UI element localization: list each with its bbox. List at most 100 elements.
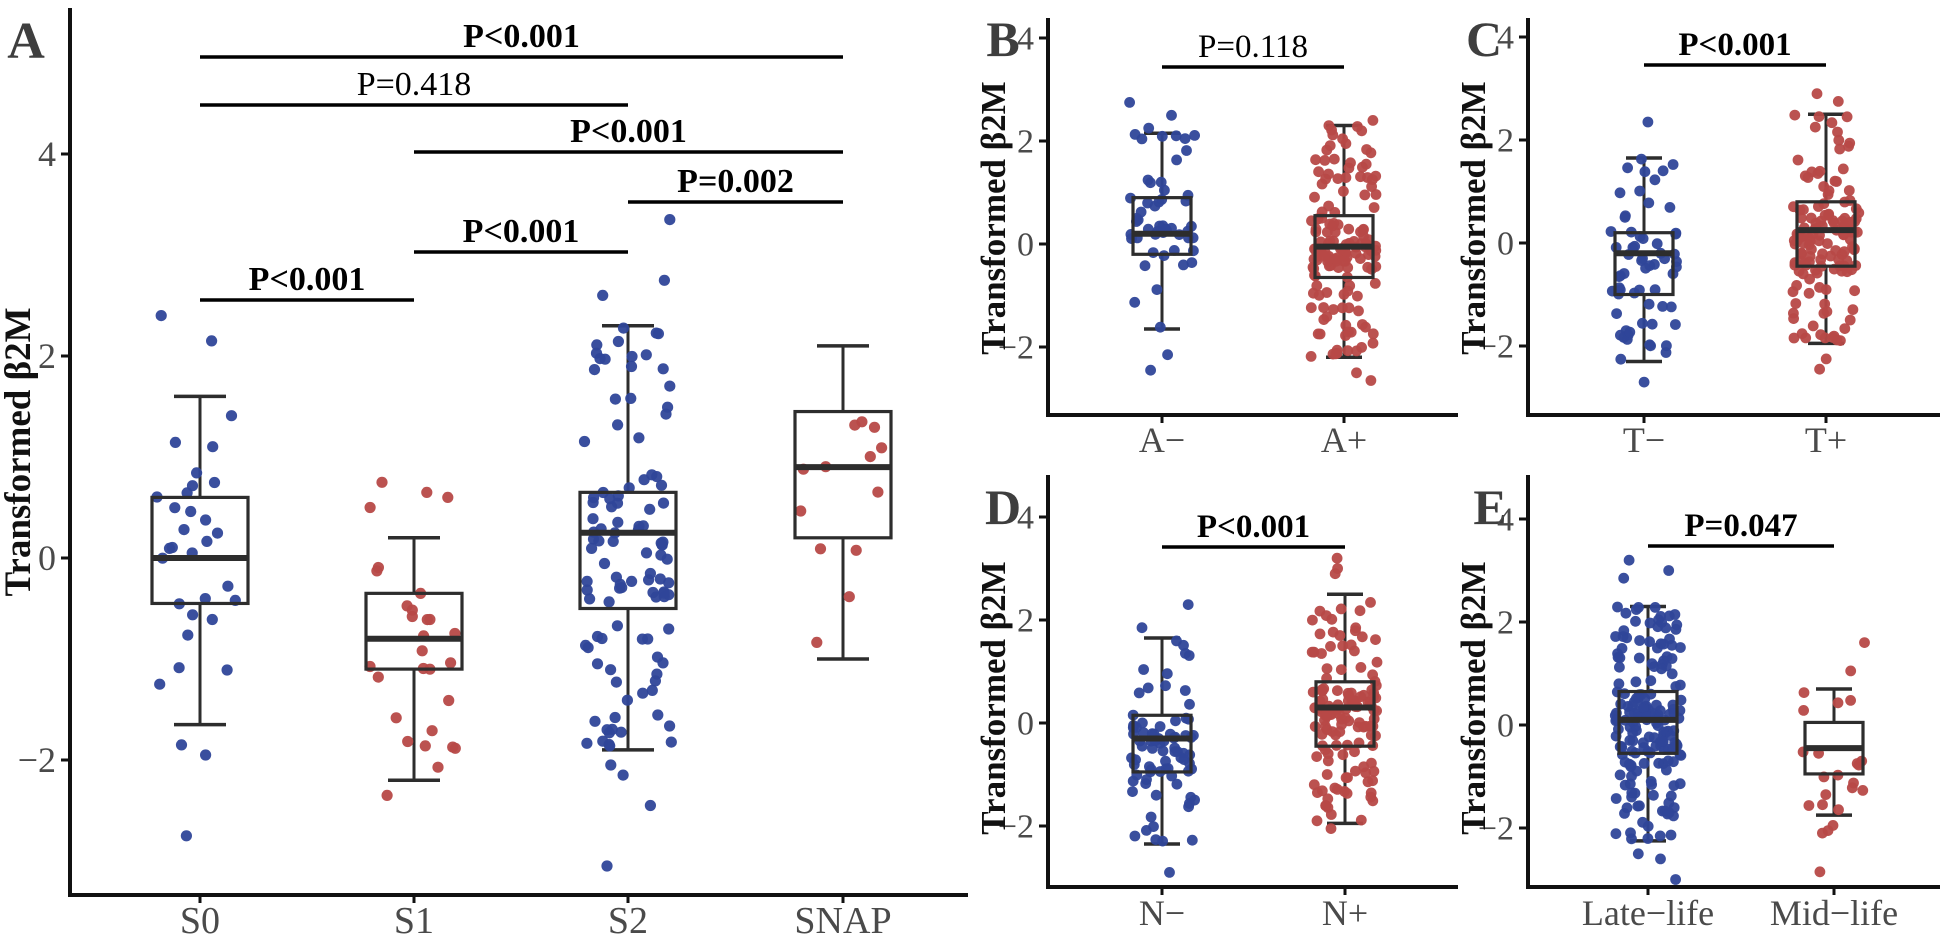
jitter-point [1615, 353, 1627, 365]
jitter-point [1630, 676, 1642, 688]
jitter-point [1169, 746, 1181, 757]
jitter-point [200, 749, 212, 761]
jitter-point [1674, 679, 1686, 691]
jitter-point [1820, 353, 1832, 365]
panel-letter: E [1473, 479, 1506, 535]
jitter-point [1638, 376, 1650, 388]
jitter-point [625, 360, 638, 373]
jitter-point [590, 347, 603, 359]
jitter-point [1675, 642, 1686, 653]
jitter-point [591, 339, 603, 351]
jitter-point [1156, 130, 1168, 142]
jitter-point [1367, 115, 1379, 126]
x-tick-label: S0 [180, 900, 220, 935]
y-tick-label: 4 [1497, 20, 1514, 57]
jitter-point [1631, 725, 1642, 736]
jitter-point [661, 553, 673, 565]
jitter-point [593, 535, 605, 547]
jitter-point [1843, 185, 1855, 196]
jitter-point [1351, 367, 1362, 379]
jitter-point [1843, 140, 1854, 152]
jitter-point [1325, 823, 1337, 834]
jitter-point [1814, 866, 1826, 878]
p-value-label: P<0.001 [1197, 509, 1310, 545]
jitter-point [581, 575, 593, 588]
jitter-point [1813, 111, 1825, 122]
jitter-point [445, 657, 457, 669]
jitter-point [381, 789, 393, 802]
jitter-point [1657, 165, 1669, 177]
jitter-point [604, 493, 616, 505]
jitter-point [640, 547, 653, 559]
jitter-point [1788, 332, 1800, 344]
jitter-point [849, 419, 861, 431]
jitter-point [646, 469, 658, 481]
jitter-point [1643, 298, 1655, 310]
jitter-point [657, 497, 670, 509]
jitter-point [811, 636, 823, 649]
y-axis-title: Transformed β2M [975, 81, 1013, 354]
y-tick-label: −2 [1478, 811, 1514, 848]
jitter-point [442, 491, 454, 503]
jitter-point [651, 651, 664, 663]
jitter-point [626, 350, 638, 363]
jitter-point [1657, 735, 1668, 747]
jitter-point [421, 486, 433, 498]
jitter-point [1622, 162, 1633, 174]
jitter-point [372, 671, 384, 683]
jitter-point [597, 289, 609, 301]
jitter-point [580, 639, 592, 652]
jitter-point [191, 467, 203, 479]
jitter-point [1367, 337, 1379, 349]
jitter-point [584, 593, 596, 605]
jitter-point [1819, 209, 1831, 221]
jitter-point [1350, 622, 1362, 634]
jitter-point [1136, 622, 1148, 634]
jitter-point [1307, 614, 1318, 626]
x-tick-label: Mid−life [1770, 893, 1898, 933]
x-tick-label: T+ [1805, 420, 1847, 458]
y-tick-label: 2 [1017, 124, 1034, 161]
jitter-point [1800, 332, 1812, 344]
p-value-label: P=0.418 [357, 66, 472, 103]
jitter-point [1638, 758, 1650, 769]
jitter-point [1142, 174, 1154, 186]
jitter-point [843, 591, 855, 603]
jitter-point [1668, 780, 1680, 791]
jitter-point [1611, 308, 1622, 319]
jitter-point [1362, 776, 1374, 788]
jitter-point [1645, 340, 1656, 352]
jitter-point [626, 575, 638, 588]
jitter-point [1642, 116, 1654, 128]
jitter-point [1787, 286, 1799, 298]
jitter-point [1662, 755, 1674, 767]
jitter-point [1321, 663, 1333, 674]
jitter-point [1813, 201, 1824, 212]
jitter-point [1633, 602, 1644, 613]
jitter-point [1670, 319, 1681, 330]
jitter-point [1323, 168, 1334, 180]
jitter-point [1845, 695, 1856, 706]
jitter-point [1369, 278, 1381, 289]
y-tick-label: 0 [1017, 706, 1034, 743]
jitter-point [611, 620, 624, 632]
jitter-point [1150, 789, 1162, 801]
jitter-point [1612, 601, 1623, 613]
x-tick-label: N− [1139, 893, 1185, 933]
jitter-point [1665, 790, 1677, 802]
y-tick-label: −2 [998, 809, 1034, 846]
jitter-point [1328, 304, 1339, 315]
jitter-point [1157, 745, 1169, 757]
y-axis-title: Transformed β2M [0, 307, 39, 596]
jitter-point [664, 720, 676, 732]
jitter-point [1645, 675, 1657, 687]
jitter-point [1178, 639, 1189, 651]
jitter-point [1368, 202, 1380, 213]
jitter-point [1653, 757, 1665, 769]
jitter-point [1845, 665, 1857, 677]
jitter-point [1615, 698, 1627, 710]
jitter-point [1630, 615, 1641, 627]
jitter-point [596, 632, 608, 645]
